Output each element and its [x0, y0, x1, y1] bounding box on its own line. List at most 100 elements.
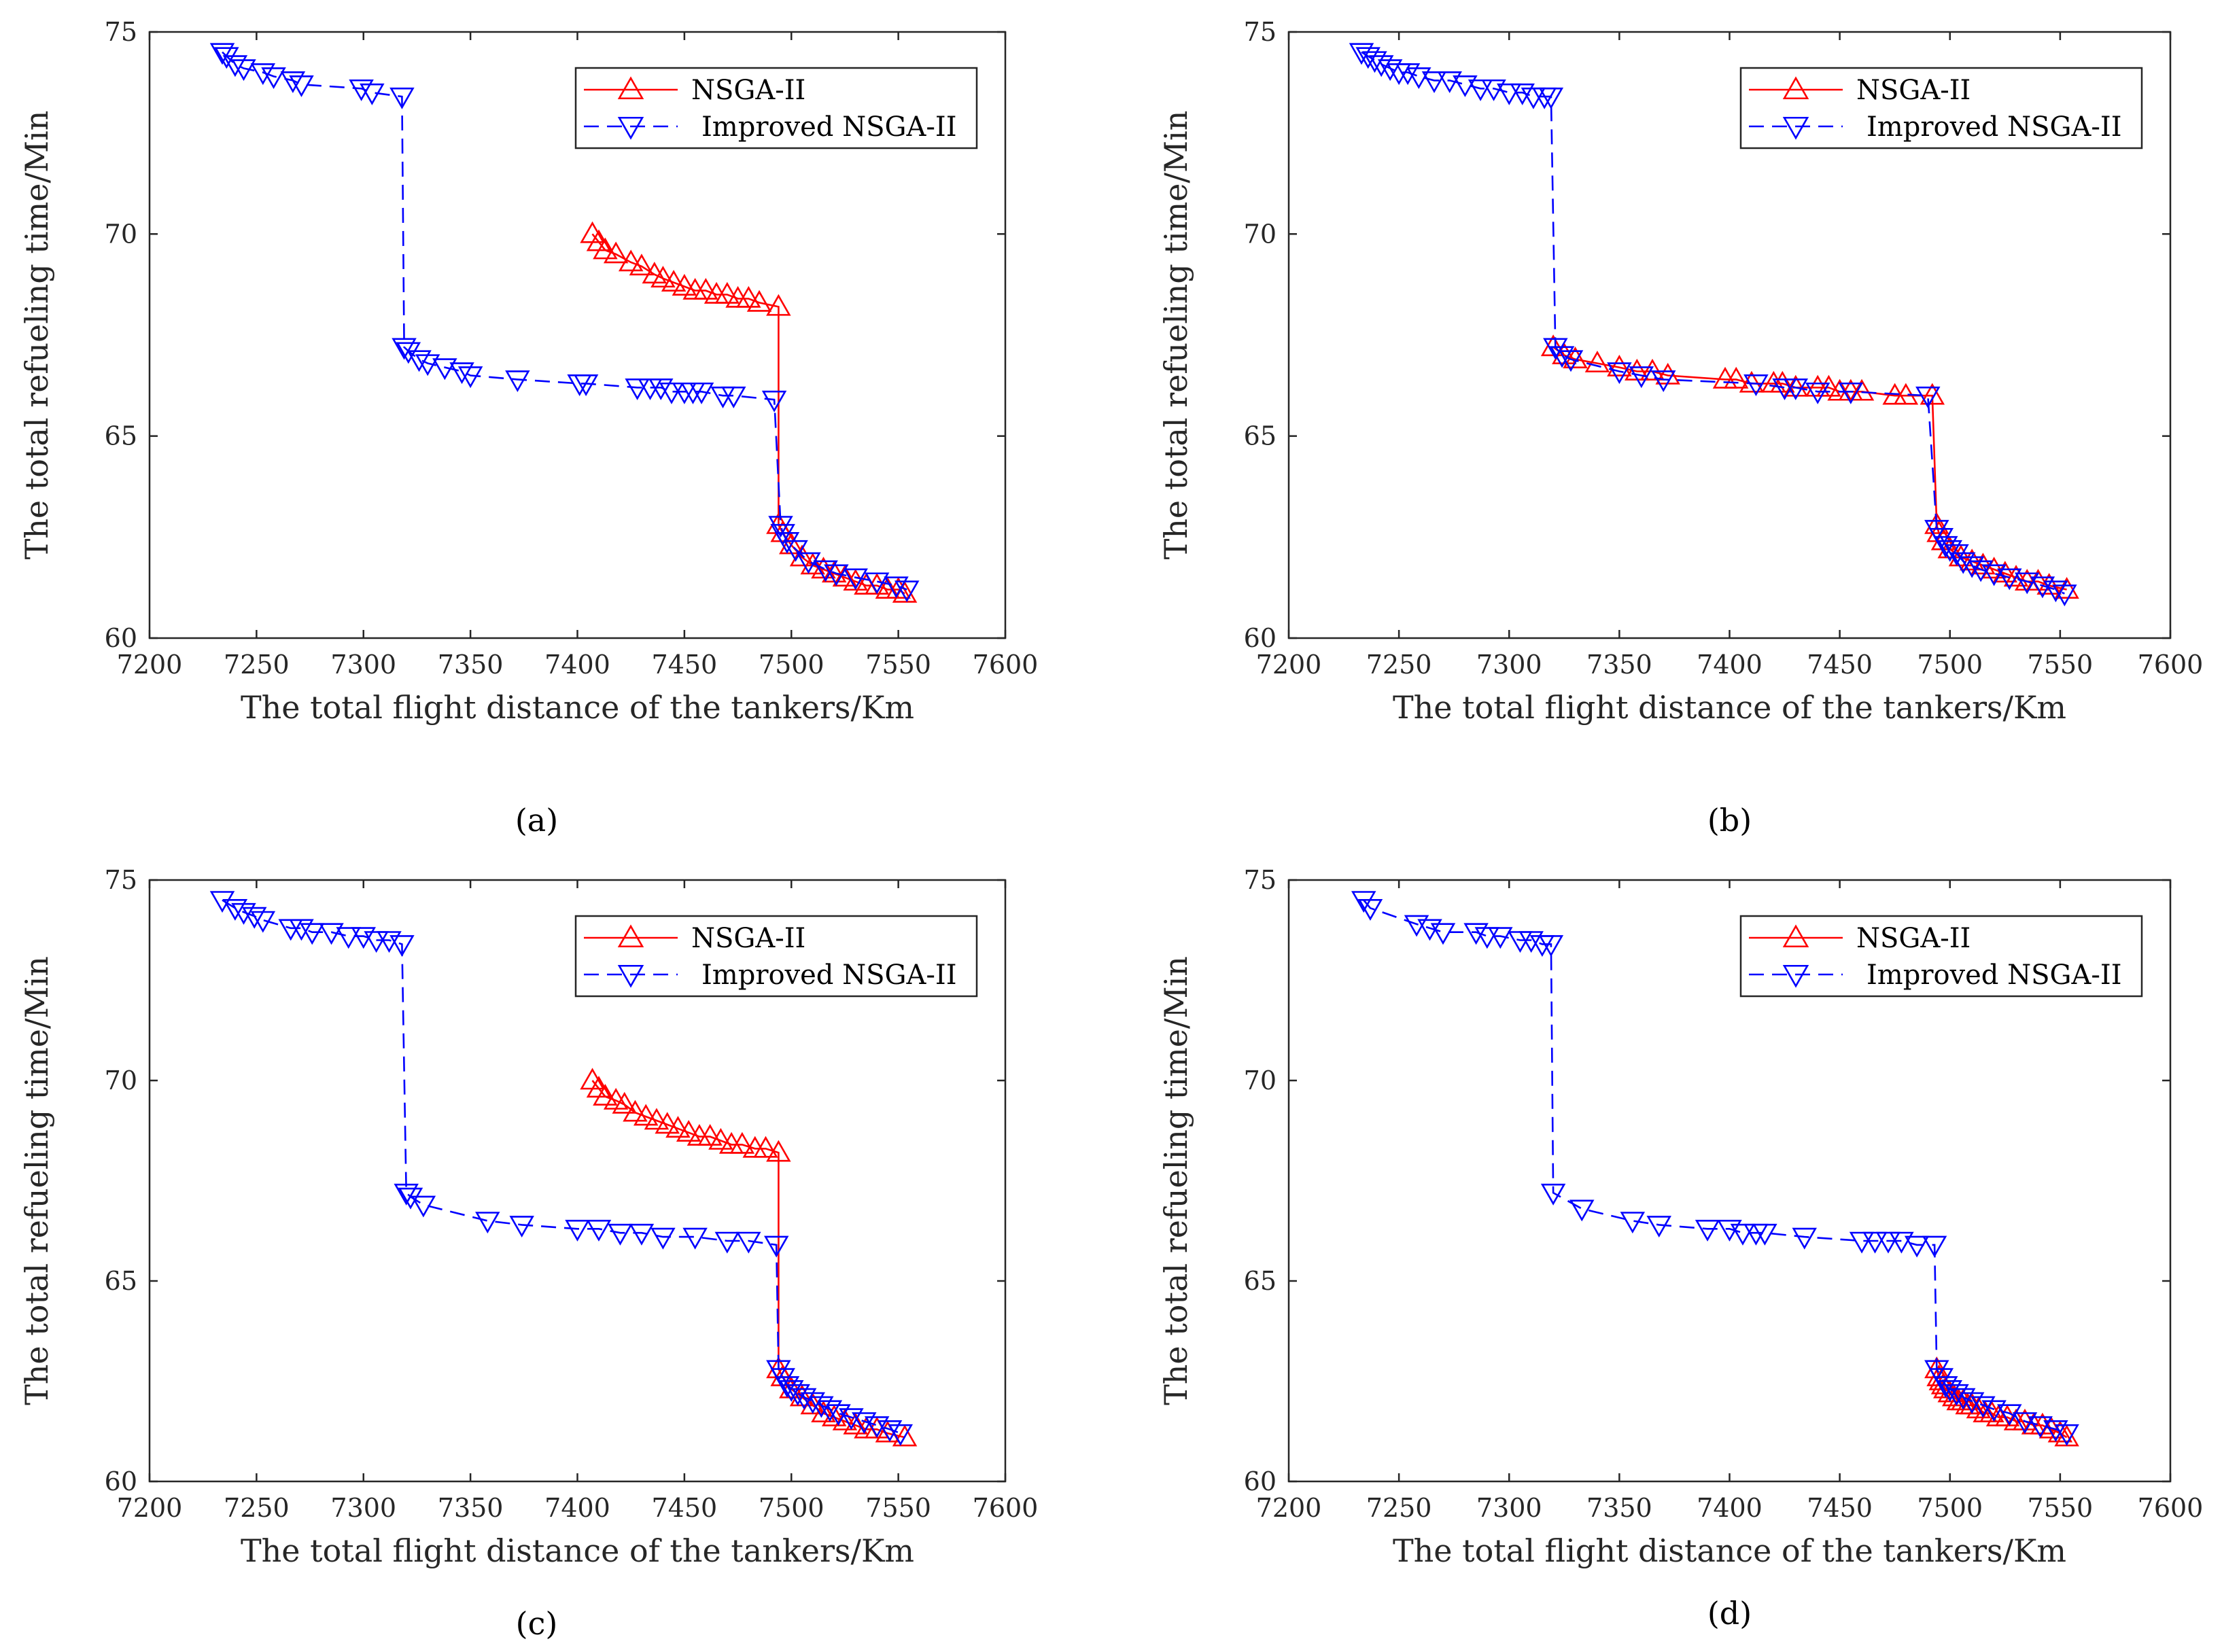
- data-point: [1937, 536, 1962, 559]
- data-point: [2014, 572, 2040, 595]
- y-tick-label: 60: [105, 623, 137, 653]
- data-point: [1915, 386, 1941, 408]
- data-point: [843, 568, 868, 591]
- x-tick-label: 7200: [117, 650, 183, 680]
- x-tick-label: 7450: [1807, 650, 1873, 680]
- data-point: [241, 907, 267, 929]
- data-point: [1937, 1380, 1962, 1402]
- data-point: [1355, 47, 1381, 69]
- panel-c: 7200 7250 7300 7350 7400 7450 7500 7550 7600 60 65…: [18, 865, 1038, 1642]
- data-point: [697, 1123, 723, 1146]
- data-point: [721, 386, 746, 408]
- x-tick-label: 7300: [330, 650, 396, 680]
- data-point: [2003, 565, 2029, 587]
- data-point: [800, 1392, 825, 1414]
- data-point: [1752, 1223, 1777, 1246]
- data-point: [222, 899, 248, 921]
- data-point: [753, 1136, 778, 1158]
- data-point: [1966, 1396, 1992, 1419]
- data-point: [1607, 354, 1632, 376]
- data-point: [457, 366, 483, 389]
- data-point: [231, 59, 256, 82]
- data-point: [714, 281, 740, 304]
- data-point: [214, 47, 239, 69]
- data-point: [1437, 71, 1462, 93]
- data-point: [763, 1235, 789, 1258]
- data-point: [809, 1396, 834, 1418]
- legend-a: NSGA-II Improved NSGA-II: [574, 67, 978, 150]
- data-point: [661, 270, 687, 292]
- data-point: [1695, 1220, 1720, 1242]
- x-axis-label: The total flight distance of the tankers…: [1393, 689, 2066, 726]
- series-line: [222, 51, 907, 591]
- data-point: [864, 572, 890, 595]
- legend-box: [1739, 67, 2143, 150]
- data-point: [665, 1116, 691, 1138]
- data-point: [1558, 350, 1584, 372]
- panel-b: 7200 7250 7300 7350 7400 7450 7500 7550 7600 60 65…: [1158, 17, 2203, 839]
- panel-a: 7200 7250 7300 7350 7400 7450 7500 7550 7600 60 65…: [18, 17, 1038, 839]
- data-point: [2028, 1416, 2053, 1439]
- data-point: [1948, 544, 1974, 567]
- x-axis-label: The total flight distance of the tankers…: [241, 689, 914, 726]
- data-point: [644, 1108, 670, 1130]
- x-tick-label: 7400: [544, 650, 610, 680]
- data-point: [877, 1420, 903, 1442]
- data-point: [261, 67, 286, 90]
- x-tick-label: 7500: [759, 650, 824, 680]
- data-point: [888, 1424, 914, 1446]
- x-tick-label: 7300: [1476, 650, 1542, 680]
- data-point: [1783, 374, 1809, 397]
- data-point: [676, 1120, 701, 1142]
- data-point: [1875, 1231, 1901, 1254]
- data-point: [629, 1223, 655, 1246]
- data-point: [1538, 935, 1564, 957]
- data-point: [783, 540, 808, 562]
- data-point: [565, 1220, 590, 1242]
- data-point: [608, 1223, 633, 1246]
- x-tick-label: 7350: [1586, 650, 1652, 680]
- data-point: [1639, 358, 1665, 381]
- x-tick-label: 7400: [1697, 1493, 1763, 1523]
- data-point: [1739, 370, 1765, 393]
- data-point: [1357, 899, 1383, 921]
- y-tick-label: 75: [105, 865, 137, 895]
- x-tick-label: 7500: [1917, 650, 1983, 680]
- data-point: [319, 923, 344, 945]
- data-point: [1723, 366, 1749, 389]
- data-point: [892, 1424, 918, 1447]
- data-point: [1468, 79, 1493, 101]
- data-point: [813, 560, 838, 582]
- legend-marker: [1782, 964, 1809, 988]
- legend-b: NSGA-II Improved NSGA-II: [1739, 67, 2143, 150]
- data-point: [1730, 1223, 1756, 1246]
- data-point: [1971, 552, 1996, 575]
- data-point: [449, 362, 474, 385]
- data-point: [1959, 1392, 1985, 1414]
- y-tick-label: 65: [105, 1266, 137, 1296]
- panel-caption: (d): [1707, 1595, 1752, 1632]
- data-point: [2054, 1424, 2079, 1446]
- data-point: [1959, 548, 1985, 571]
- data-point: [1540, 1183, 1566, 1206]
- x-tick-label: 7500: [1917, 1493, 1983, 1523]
- data-point: [1922, 1235, 1947, 1258]
- data-point: [894, 580, 920, 603]
- y-tick-label: 70: [105, 1066, 137, 1095]
- data-point: [1584, 351, 1610, 372]
- data-point: [2036, 573, 2062, 595]
- data-point: [1862, 1231, 1888, 1254]
- x-tick-label: 7200: [1256, 1493, 1322, 1523]
- x-tick-label: 7250: [224, 650, 290, 680]
- data-point: [789, 544, 815, 567]
- data-point: [505, 370, 530, 393]
- data-point: [618, 249, 644, 272]
- x-tick-label: 7500: [759, 1493, 824, 1523]
- data-point: [766, 1140, 791, 1162]
- x-tick-label: 7300: [330, 1493, 396, 1523]
- legend-label: NSGA-II: [1856, 75, 1971, 106]
- data-point: [603, 241, 629, 264]
- panel-d: 7200 7250 7300 7350 7400 7450 7500 7550 7600 60 65…: [1158, 865, 2203, 1632]
- legend-marker: [617, 924, 644, 948]
- y-axis-label: The total refueling time/Min: [18, 956, 55, 1405]
